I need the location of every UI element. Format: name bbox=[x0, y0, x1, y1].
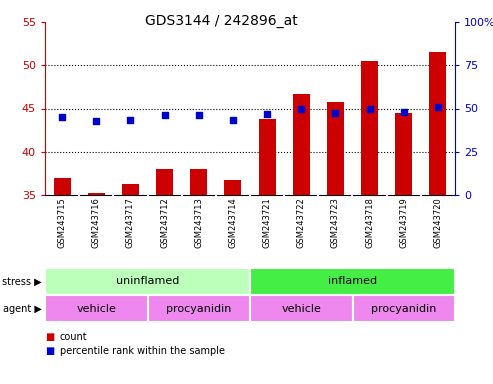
Bar bbox=[224, 180, 242, 195]
Bar bbox=[395, 113, 412, 195]
Bar bbox=[352, 295, 455, 322]
Bar bbox=[88, 193, 105, 195]
Text: GSM243723: GSM243723 bbox=[331, 197, 340, 248]
Text: vehicle: vehicle bbox=[76, 303, 116, 313]
Point bbox=[297, 106, 305, 112]
Point bbox=[58, 114, 66, 120]
Point bbox=[229, 117, 237, 123]
Bar bbox=[45, 295, 147, 322]
Bar bbox=[54, 178, 70, 195]
Bar bbox=[190, 169, 207, 195]
Text: GSM243720: GSM243720 bbox=[433, 197, 442, 248]
Text: ■: ■ bbox=[45, 346, 54, 356]
Bar bbox=[45, 268, 250, 295]
Text: GSM243722: GSM243722 bbox=[297, 197, 306, 248]
Point bbox=[366, 106, 374, 112]
Text: GSM243718: GSM243718 bbox=[365, 197, 374, 248]
Text: vehicle: vehicle bbox=[282, 303, 321, 313]
Text: GSM243714: GSM243714 bbox=[228, 197, 238, 248]
Text: GDS3144 / 242896_at: GDS3144 / 242896_at bbox=[145, 14, 298, 28]
Text: ■: ■ bbox=[45, 332, 54, 342]
Text: GSM243715: GSM243715 bbox=[58, 197, 67, 248]
Text: inflamed: inflamed bbox=[328, 276, 377, 286]
Text: stress ▶: stress ▶ bbox=[2, 276, 42, 286]
Text: GSM243717: GSM243717 bbox=[126, 197, 135, 248]
Text: percentile rank within the sample: percentile rank within the sample bbox=[60, 346, 225, 356]
Point bbox=[127, 117, 135, 123]
Bar bbox=[258, 119, 276, 195]
Text: GSM243719: GSM243719 bbox=[399, 197, 408, 248]
Point bbox=[161, 113, 169, 119]
Point bbox=[434, 104, 442, 110]
Bar bbox=[156, 169, 173, 195]
Text: GSM243713: GSM243713 bbox=[194, 197, 203, 248]
Text: agent ▶: agent ▶ bbox=[3, 303, 42, 313]
Text: procyanidin: procyanidin bbox=[371, 303, 436, 313]
Point bbox=[195, 113, 203, 119]
Text: uninflamed: uninflamed bbox=[116, 276, 179, 286]
Point bbox=[92, 118, 100, 124]
Point bbox=[331, 110, 339, 116]
Text: GSM243712: GSM243712 bbox=[160, 197, 169, 248]
Text: GSM243721: GSM243721 bbox=[263, 197, 272, 248]
Bar bbox=[293, 94, 310, 195]
Bar bbox=[429, 52, 447, 195]
Text: procyanidin: procyanidin bbox=[166, 303, 231, 313]
Point bbox=[400, 109, 408, 115]
Bar bbox=[250, 295, 352, 322]
Point bbox=[263, 111, 271, 117]
Text: count: count bbox=[60, 332, 87, 342]
Bar bbox=[250, 268, 455, 295]
Bar bbox=[361, 61, 378, 195]
Bar bbox=[327, 102, 344, 195]
Bar bbox=[147, 295, 250, 322]
Bar bbox=[122, 184, 139, 195]
Text: GSM243716: GSM243716 bbox=[92, 197, 101, 248]
